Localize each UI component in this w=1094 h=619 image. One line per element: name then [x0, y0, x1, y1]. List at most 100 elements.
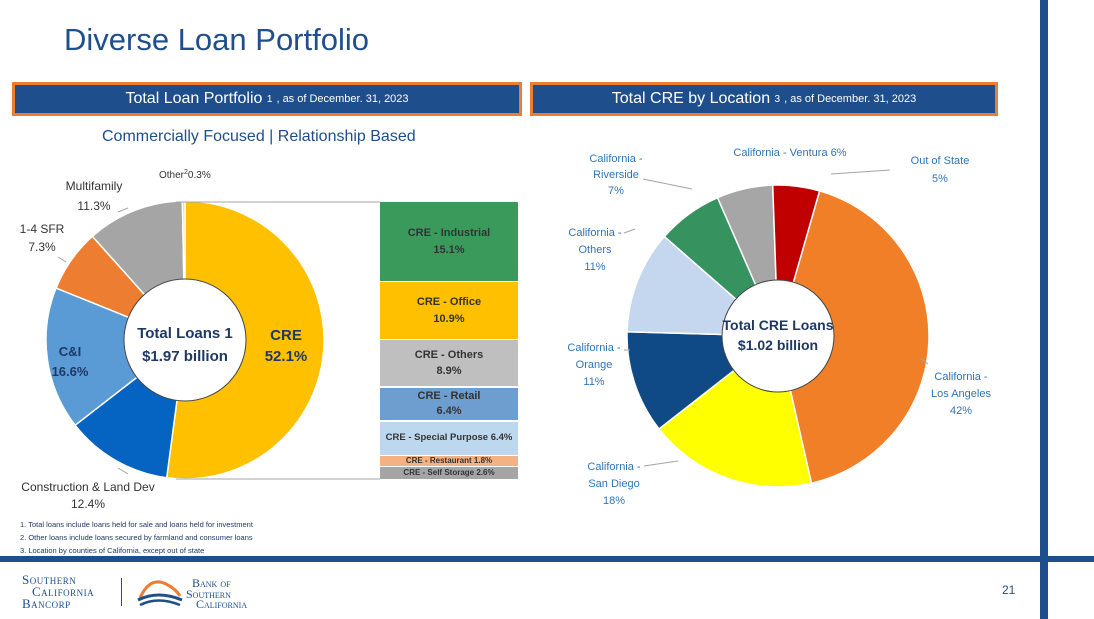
la-value: 42% — [950, 405, 972, 417]
banner-footnote-ref: 3 — [774, 93, 781, 105]
center-label-value: $1.97 billion — [142, 348, 228, 365]
page-number: 21 — [1002, 583, 1016, 597]
cre-restaurant-box: CRE - Restaurant 1.8% — [380, 456, 518, 466]
segment-value: 15.1% — [433, 243, 465, 256]
logo-line: Southern — [22, 572, 77, 587]
side-accent-bar — [1040, 0, 1048, 619]
segment-label: CRE - Industrial — [407, 227, 491, 239]
cre-special-purpose-box: CRE - Special Purpose 6.4% — [380, 422, 518, 455]
slice-label-riverside: California - Riverside 7% — [589, 153, 643, 197]
footnotes: 1. Total loans include loans held for sa… — [20, 518, 253, 557]
southern-california-bancorp-logo: Southern California Bancorp — [22, 572, 95, 611]
subtitle: Commercially Focused | Relationship Base… — [102, 128, 416, 145]
banner-text: Total Loan Portfolio — [125, 90, 263, 107]
ventura-label: California - Ventura — [733, 147, 828, 159]
pie-center-label-circle — [721, 279, 835, 393]
other-label-value: 0.3% — [188, 170, 211, 181]
label-leader-line — [57, 256, 67, 263]
banner-date: , as of December. 31, 2023 — [784, 93, 917, 105]
cre-others-box: CRE - Others 8.9% — [380, 340, 518, 386]
total-loan-portfolio-banner: Total Loan Portfolio 1, as of December. … — [12, 82, 522, 116]
cre-industrial-box: CRE - Industrial 15.1% — [380, 202, 518, 281]
others-value: 11% — [584, 261, 605, 273]
logo-line: California — [32, 584, 95, 599]
slice-value-out-of-state: 5% — [932, 173, 948, 185]
logo-line: Bank of — [192, 576, 231, 590]
label-leader-line — [919, 357, 929, 365]
slice-label-construction: Construction & Land Dev — [21, 480, 154, 494]
banner-text: Total CRE by Location — [611, 90, 771, 107]
loan-portfolio-pie-chart: Total Loans 1 $1.97 billion CRE 52.1% C&… — [20, 169, 380, 511]
label-leader-line — [643, 460, 679, 467]
others-label-line2: Others — [578, 244, 612, 256]
slice-value-sfr: 7.3% — [28, 240, 56, 254]
slice-label-ci: C&I — [59, 344, 81, 359]
bank-wave-logo-icon — [137, 580, 183, 607]
logo-line: Bancorp — [22, 596, 71, 611]
label-leader-line — [623, 228, 636, 234]
segment-value: 6.4% — [436, 405, 462, 417]
footnote: 1. Total loans include loans held for sa… — [20, 520, 253, 529]
pie-slice-c-i — [45, 287, 187, 427]
orange-value: 11% — [583, 376, 604, 388]
riverside-label-line1: California - — [589, 153, 643, 165]
slice-label-multifamily: Multifamily — [66, 179, 123, 193]
label-leader-line — [642, 178, 693, 190]
slice-label-orange: California - Orange 11% — [567, 342, 621, 388]
other-label-sup: 2 — [184, 169, 188, 176]
cre-location-pie-chart: Total CRE Loans $1.02 billion California… — [567, 147, 991, 507]
orange-label-line1: California - — [567, 342, 621, 354]
page-title: Diverse Loan Portfolio — [64, 22, 369, 57]
footnote: 2. Other loans include loans secured by … — [20, 533, 253, 542]
label-leader-line — [117, 467, 129, 475]
riverside-value: 7% — [608, 185, 624, 197]
center-label-value: $1.02 billion — [738, 337, 818, 353]
segment-value: 1.8% — [473, 456, 493, 465]
segment-label: CRE - Retail — [417, 390, 481, 403]
label-leader-line — [830, 169, 891, 175]
logo-divider — [121, 578, 122, 606]
center-label-title: Total Loans 1 — [137, 325, 233, 342]
segment-value: 2.6% — [476, 468, 495, 477]
sandiego-label-line1: California - — [587, 461, 641, 473]
orange-label-line2: Orange — [576, 359, 613, 371]
cre-self-storage-box: CRE - Self Storage 2.6% — [380, 467, 518, 479]
banner-footnote-ref: 1 — [266, 93, 273, 105]
center-label-title: Total CRE Loans — [723, 317, 834, 333]
cre-office-box: CRE - Office 10.9% — [380, 282, 518, 339]
sandiego-label-line2: San Diego — [588, 478, 639, 490]
banner-date: , as of December. 31, 2023 — [276, 93, 409, 105]
footer-divider — [0, 556, 1094, 562]
segment-label: CRE - Others — [414, 348, 484, 361]
la-label-line2: Los Angeles — [931, 388, 991, 400]
segment-label: CRE - Office — [416, 296, 482, 308]
segment-label: CRE - Special Purpose — [385, 432, 489, 444]
label-leader-line — [117, 207, 129, 213]
logo-line: Southern — [186, 586, 231, 601]
pie-center-label-circle — [123, 278, 247, 402]
pie-slice-california-los-angeles — [777, 189, 930, 485]
cre-retail-box: CRE - Retail 6.4% — [380, 388, 518, 420]
bank-of-southern-california-logo: Bank of Southern California — [186, 576, 248, 611]
slice-value-multifamily: 11.3% — [77, 199, 110, 213]
slice-label-others: California - Others 11% — [568, 227, 622, 273]
segment-value: 10.9% — [433, 312, 465, 325]
total-cre-location-banner: Total CRE by Location 3, as of December.… — [530, 82, 998, 116]
sandiego-value: 18% — [603, 495, 625, 507]
footnote: 3. Location by counties of California, e… — [20, 546, 205, 555]
logo-line: California — [196, 597, 248, 611]
segment-label: CRE - Restaurant — [405, 456, 472, 465]
slice-value-construction: 12.4% — [71, 497, 105, 511]
segment-value: 8.9% — [436, 365, 462, 377]
slice-label-los-angeles: California - Los Angeles 42% — [931, 371, 991, 417]
segment-value: 6.4% — [490, 432, 513, 444]
slice-label-ventura: California - Ventura 6% — [733, 147, 846, 159]
ventura-value: 6% — [831, 147, 847, 159]
slice-value-ci: 16.6% — [52, 364, 89, 379]
slice-label-sfr: 1-4 SFR — [20, 222, 65, 236]
slice-value-cre: 52.1% — [265, 348, 308, 365]
slice-label-san-diego: California - San Diego 18% — [587, 461, 641, 507]
slice-label-other: Other20.3% — [159, 169, 211, 181]
other-label-text: Other — [159, 170, 185, 181]
slice-label-out-of-state: Out of State — [911, 155, 970, 167]
